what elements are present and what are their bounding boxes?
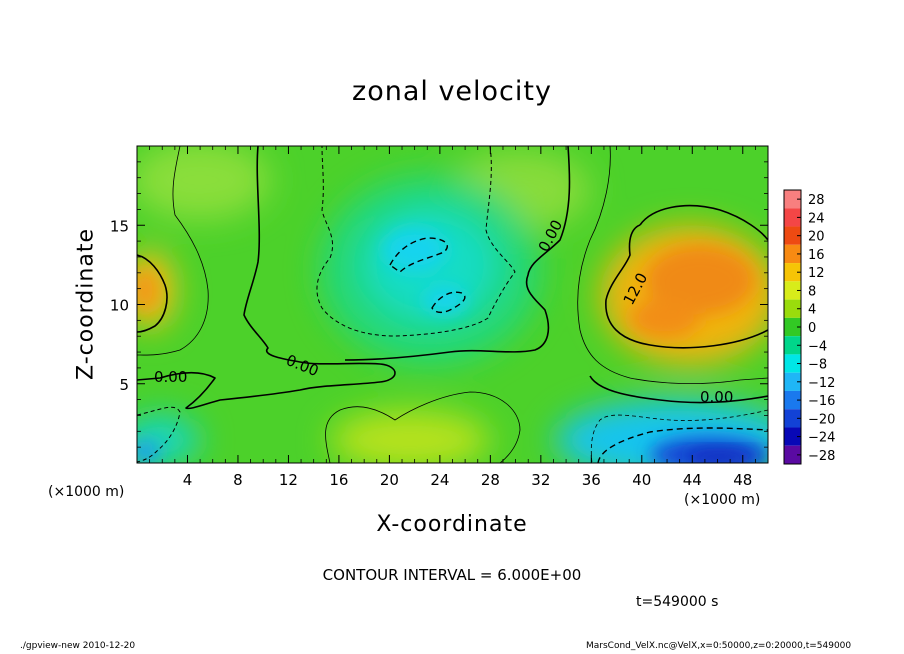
y-tick-label: 5 <box>119 376 129 394</box>
x-tick-label: 44 <box>683 471 702 489</box>
colorbar: 28 24 20 16 12 8 4 0 −4 −8 −12 −16 −20 −24 −28 <box>783 189 835 465</box>
x-tick-label: 12 <box>279 471 298 489</box>
colorbar-label: 8 <box>808 284 816 299</box>
contour-12-west <box>137 254 168 333</box>
x-axis-label: X-coordinate <box>376 512 528 537</box>
colorbar-swatch <box>784 445 801 464</box>
contour-zero-bottom <box>589 375 768 404</box>
footer-right: MarsCond_VelX.nc@VelX,x=0:50000,z=0:2000… <box>586 641 852 651</box>
contour-pos-east <box>577 146 768 384</box>
contour-zero-right <box>344 146 571 361</box>
colorbar-swatch <box>784 226 801 245</box>
colorbar-swatch <box>784 390 801 410</box>
colorbar-label: −12 <box>808 376 835 391</box>
chart-title: zonal velocity <box>352 76 552 107</box>
colorbar-label: −24 <box>808 431 835 446</box>
x-tick-label: 4 <box>183 471 193 489</box>
contour-label-1: 0.00 <box>154 368 187 386</box>
x-tick-label: 16 <box>329 471 348 489</box>
time-label: t=549000 s <box>636 594 719 610</box>
x-unit-label-right: (×1000 m) <box>684 492 761 508</box>
contour-label-4: 0.00 <box>700 388 733 406</box>
colorbar-label: 12 <box>808 266 825 281</box>
colorbar-swatch <box>784 208 801 227</box>
x-tick-label: 32 <box>531 471 550 489</box>
contour-neg-core-2 <box>431 291 466 314</box>
colorbar-swatch <box>784 281 801 300</box>
contour-interval: CONTOUR INTERVAL = 6.000E+00 <box>322 566 582 584</box>
colorbar-swatch <box>784 317 801 337</box>
colorbar-swatch <box>784 427 801 446</box>
contour-pos-bottom <box>325 391 521 463</box>
contour-zero-left <box>137 146 396 410</box>
colorbar-label: 24 <box>808 211 825 226</box>
y-tick-label: 10 <box>110 297 129 315</box>
colorbar-swatch <box>784 190 801 209</box>
contour-lines <box>137 146 768 463</box>
x-tick-label: 8 <box>233 471 243 489</box>
colorbar-swatch <box>784 336 801 355</box>
contour-neg-bottom-2 <box>590 409 768 463</box>
colorbar-label: 20 <box>808 230 825 245</box>
colorbar-swatch <box>784 244 801 264</box>
heatmap-field: 0.00 0.00 0.00 0.00 12.0 <box>137 146 768 463</box>
colorbar-swatch <box>784 409 801 428</box>
contour-neg-bottom <box>597 427 768 463</box>
contour-neg-core-1 <box>389 237 448 273</box>
colorbar-label: −8 <box>808 358 827 373</box>
x-tick-label: 20 <box>380 471 399 489</box>
colorbar-label: 28 <box>808 193 825 208</box>
colorbar-swatch <box>784 354 801 373</box>
colorbar-swatch <box>784 263 801 282</box>
x-tick-label: 48 <box>733 471 752 489</box>
contour-neg-left <box>137 406 181 463</box>
contour-zero-heart <box>639 204 768 241</box>
colorbar-swatch <box>784 372 801 391</box>
colorbar-label: 0 <box>808 321 816 336</box>
x-unit-label-left: (×1000 m) <box>48 484 125 500</box>
colorbar-label: −20 <box>808 412 835 427</box>
contour-neg-upper <box>316 146 516 337</box>
y-tick-label: 15 <box>110 217 129 235</box>
x-tick-label: 28 <box>481 471 500 489</box>
contour-pos-west <box>137 146 209 356</box>
x-tick-label: 40 <box>632 471 651 489</box>
colorbar-label: 4 <box>808 303 816 318</box>
footer-left: ./gpview-new 2010-12-20 <box>20 641 136 651</box>
x-tick-label: 24 <box>430 471 449 489</box>
colorbar-label: −16 <box>808 394 835 409</box>
colorbar-label: −28 <box>808 449 835 464</box>
colorbar-label: −4 <box>808 339 827 354</box>
x-tick-label: 36 <box>582 471 601 489</box>
colorbar-swatch <box>784 299 801 318</box>
colorbar-label: 16 <box>808 248 825 263</box>
contour-12-heart <box>605 224 768 349</box>
